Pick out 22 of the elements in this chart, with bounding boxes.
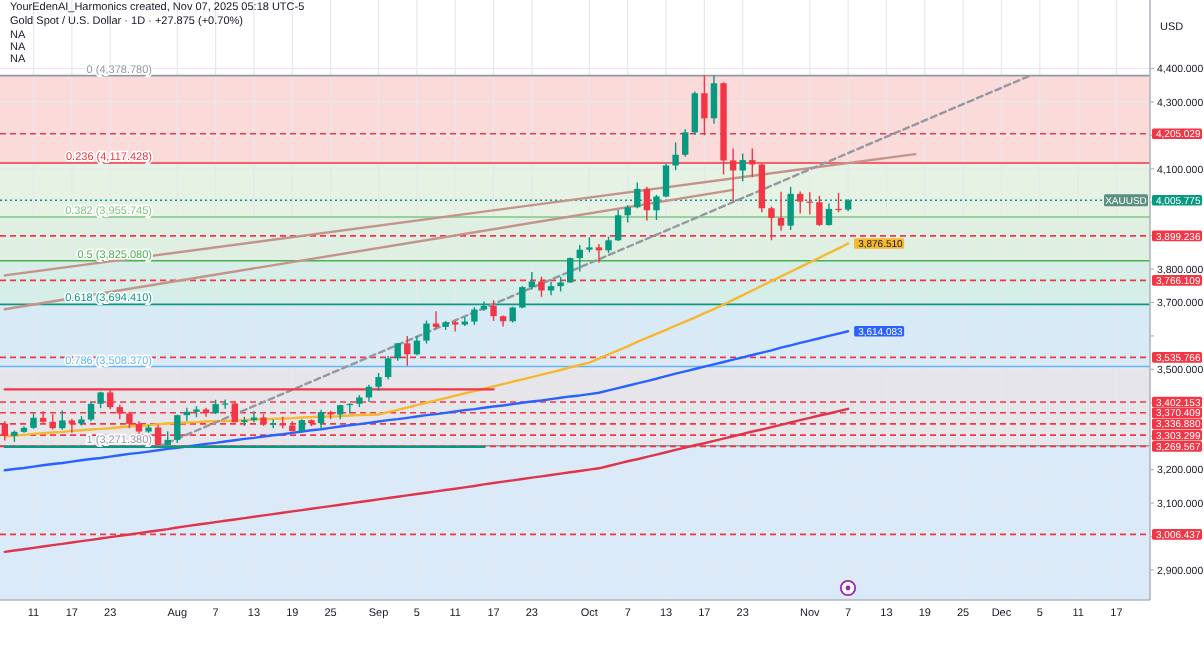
candlestick [567, 256, 574, 284]
candlestick [825, 202, 833, 227]
candlestick [384, 355, 392, 381]
line-series [3, 242, 850, 438]
candlestick [672, 141, 679, 171]
candlestick [595, 243, 603, 264]
candlestick [777, 191, 785, 232]
candlestick [691, 90, 698, 136]
candlestick [710, 74, 718, 125]
candlestick [528, 271, 536, 291]
candlestick [614, 209, 622, 242]
candlestick [317, 409, 325, 430]
candlestick [682, 128, 689, 158]
candlestick [250, 410, 258, 423]
candlestick [576, 244, 583, 273]
candlestick [739, 152, 746, 182]
candlestick [643, 186, 651, 222]
line-series [3, 407, 850, 554]
candlestick [797, 190, 804, 215]
line-series [3, 330, 850, 472]
candlestick [423, 319, 430, 345]
candlestick [490, 299, 497, 322]
